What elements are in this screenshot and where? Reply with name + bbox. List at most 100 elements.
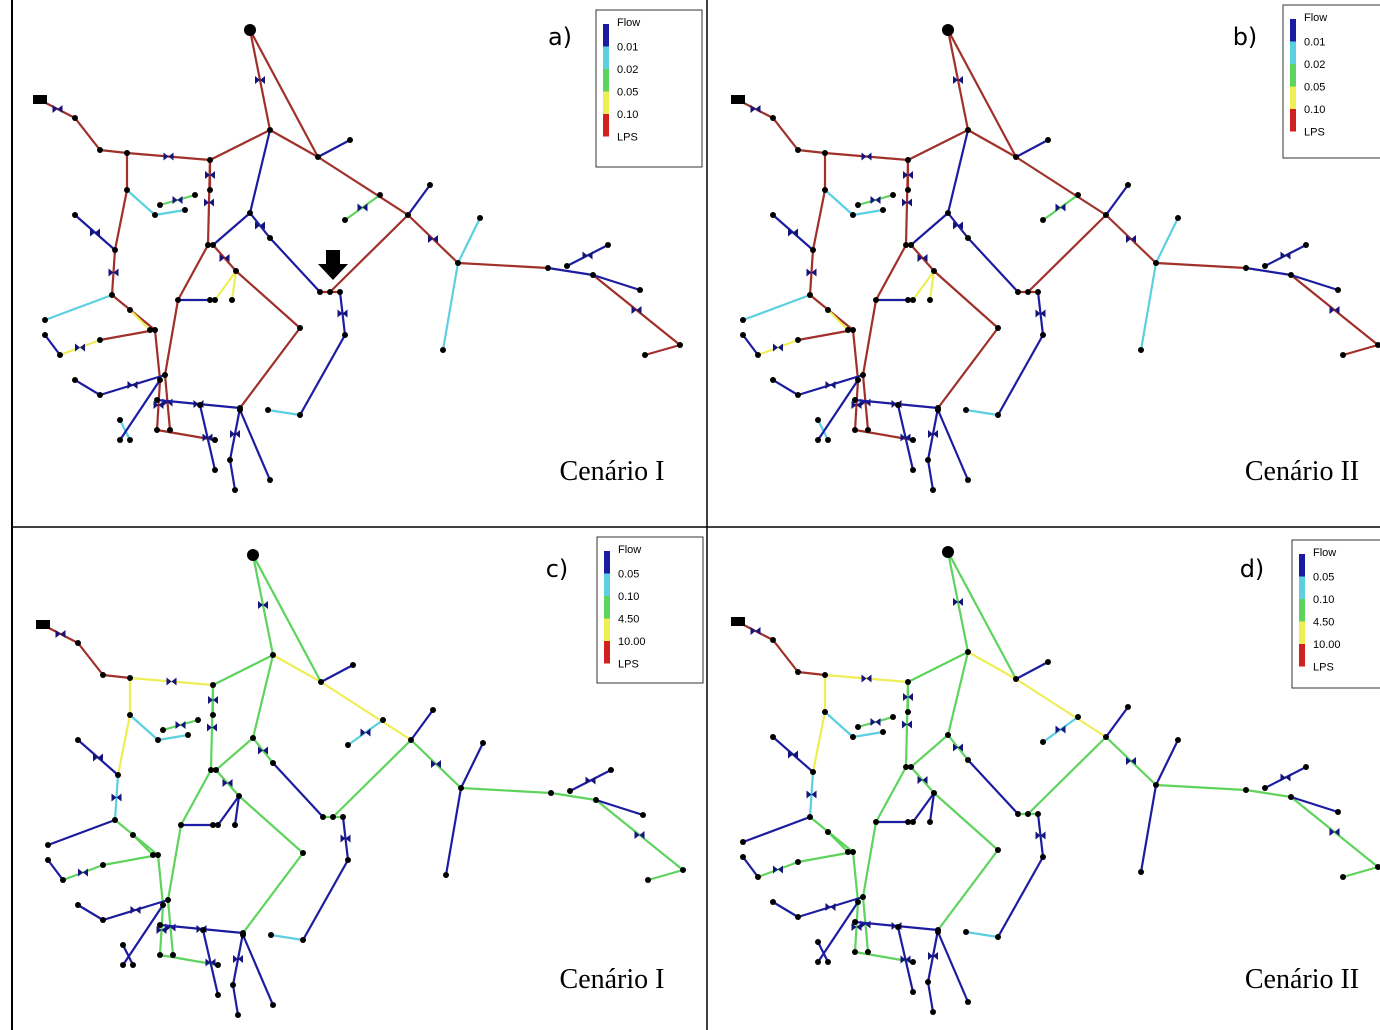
- junction: [740, 854, 746, 860]
- pipe: [48, 820, 115, 845]
- pipe: [743, 335, 758, 355]
- junction: [455, 260, 461, 266]
- scenario-label: Cenário I: [560, 964, 665, 995]
- valve: [788, 751, 798, 759]
- junction: [965, 649, 971, 655]
- legend-value: 0.02: [617, 64, 638, 76]
- junction: [100, 917, 106, 923]
- junction: [935, 929, 941, 935]
- junction: [210, 242, 216, 248]
- pipe: [938, 410, 968, 480]
- junction: [1303, 242, 1309, 248]
- junction: [215, 822, 221, 828]
- junction: [318, 679, 324, 685]
- junction: [1288, 272, 1294, 278]
- junction: [157, 952, 163, 958]
- pipe: [1291, 275, 1338, 290]
- junction: [1075, 714, 1081, 720]
- junction: [1288, 794, 1294, 800]
- junction: [905, 157, 911, 163]
- tank: [244, 24, 256, 36]
- pipe: [773, 380, 798, 395]
- junction: [890, 192, 896, 198]
- valve: [431, 760, 441, 768]
- junction: [770, 212, 776, 218]
- junction: [75, 640, 81, 646]
- pipe: [928, 982, 933, 1012]
- junction: [1035, 289, 1041, 295]
- pipe: [911, 213, 948, 245]
- junction: [430, 707, 436, 713]
- junction: [213, 767, 219, 773]
- legend-value: 10.00: [618, 636, 646, 648]
- legend-title: Flow: [618, 544, 641, 556]
- pipe: [213, 655, 273, 685]
- junction: [109, 292, 115, 298]
- junction: [825, 437, 831, 443]
- pipe: [828, 310, 848, 330]
- junction: [215, 962, 221, 968]
- pipe: [908, 652, 968, 682]
- pipe: [268, 410, 300, 415]
- valve: [258, 747, 268, 755]
- junction: [112, 817, 118, 823]
- valve: [173, 196, 183, 204]
- junction: [117, 437, 123, 443]
- pipe: [798, 330, 853, 340]
- legend-swatch: [1299, 622, 1305, 645]
- junction: [850, 212, 856, 218]
- pipe: [818, 902, 858, 962]
- junction: [895, 924, 901, 930]
- pipe: [1141, 785, 1156, 872]
- legend-swatch: [1299, 644, 1305, 667]
- pipe: [813, 712, 825, 772]
- pipe: [78, 905, 103, 920]
- pipe: [876, 767, 906, 822]
- pipe: [1106, 707, 1128, 737]
- junction: [120, 942, 126, 948]
- junction: [127, 675, 133, 681]
- junction: [300, 850, 306, 856]
- junction: [207, 157, 213, 163]
- pipe: [938, 850, 998, 930]
- valve: [862, 675, 872, 683]
- junction: [815, 959, 821, 965]
- legend-value: 4.50: [1313, 617, 1334, 629]
- pipe: [330, 215, 408, 292]
- junction: [42, 332, 48, 338]
- valve: [1126, 757, 1136, 765]
- pipe: [100, 330, 155, 340]
- junction: [157, 922, 163, 928]
- junction: [155, 737, 161, 743]
- junction: [327, 289, 333, 295]
- junction: [965, 477, 971, 483]
- junction: [440, 347, 446, 353]
- pipe: [443, 263, 458, 350]
- valve: [862, 153, 872, 161]
- junction: [815, 939, 821, 945]
- scenario-label: Cenário II: [1245, 456, 1359, 487]
- legend-unit: LPS: [1304, 127, 1325, 139]
- junction: [300, 937, 306, 943]
- pipe: [243, 853, 303, 933]
- pipe: [1156, 740, 1178, 785]
- junction: [207, 187, 213, 193]
- pipe: [243, 935, 273, 1005]
- pipe: [461, 743, 483, 788]
- junction: [97, 147, 103, 153]
- pipe: [798, 150, 825, 153]
- valve: [56, 630, 66, 638]
- legend-unit: LPS: [1313, 662, 1334, 674]
- junction: [1103, 212, 1109, 218]
- junction: [178, 822, 184, 828]
- legend-value: 0.05: [618, 569, 639, 581]
- legend-swatch: [1290, 19, 1296, 42]
- pipe: [236, 271, 300, 328]
- junction: [880, 729, 886, 735]
- pipe: [938, 328, 998, 408]
- panel-label: b): [1233, 23, 1258, 51]
- junction: [910, 989, 916, 995]
- junction: [1025, 289, 1031, 295]
- junction: [268, 932, 274, 938]
- junction: [822, 150, 828, 156]
